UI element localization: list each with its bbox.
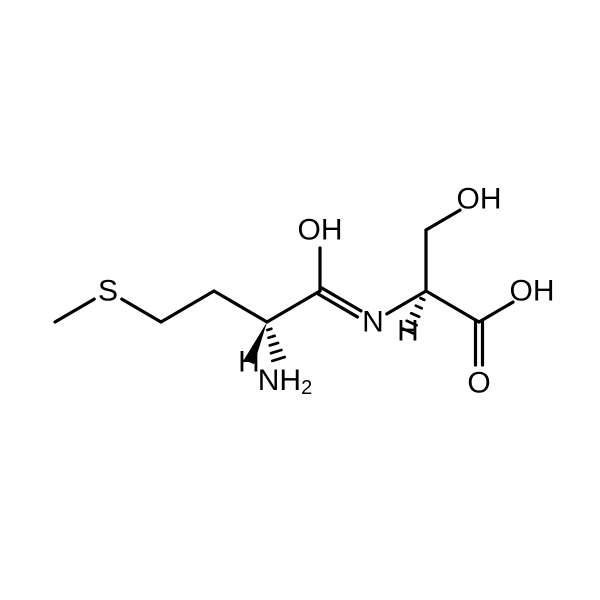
molecule-diagram: SHNH2OHNHOHOHO xyxy=(0,0,600,600)
bonds-layer xyxy=(55,210,513,365)
o-label: O xyxy=(467,367,490,400)
oh2-label: OH xyxy=(457,183,502,216)
oh1-label: OH xyxy=(298,214,343,247)
oh3-label: OH xyxy=(510,275,555,308)
nh2-label: NH2 xyxy=(258,364,312,400)
s-label: S xyxy=(98,275,118,308)
h2-label: H xyxy=(397,315,419,348)
h1-label: H xyxy=(238,346,260,379)
n-label: N xyxy=(362,306,384,339)
